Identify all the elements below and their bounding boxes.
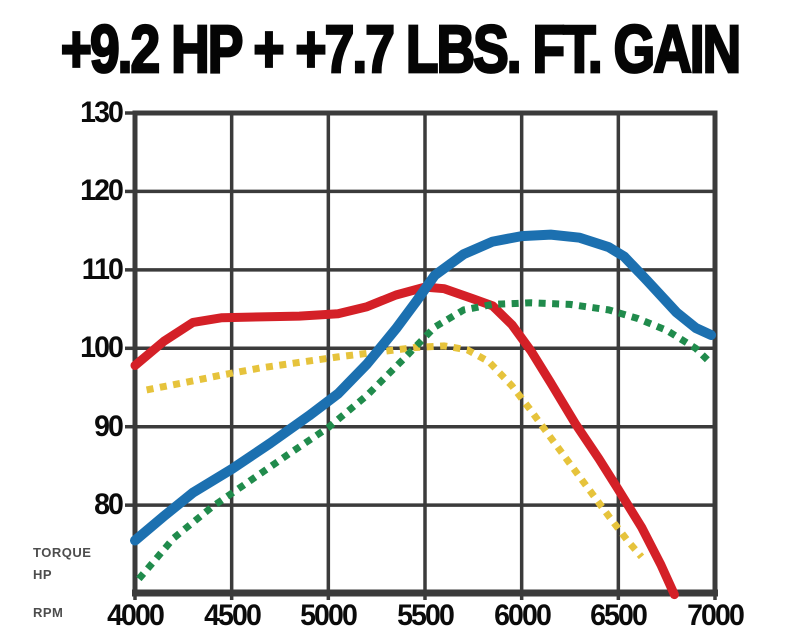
- x-tick-label-6000: 6000: [493, 599, 552, 632]
- y-tick-label-130: 130: [80, 96, 124, 129]
- x-tick-label-5500: 5500: [397, 599, 455, 632]
- curve-torque_before: [145, 342, 645, 560]
- torque-axis-label: TORQUE: [33, 545, 92, 560]
- x-tick-label-4500: 4500: [203, 599, 262, 632]
- rpm-axis-label: RPM: [33, 605, 64, 620]
- x-tick-label-7000: 7000: [687, 599, 745, 632]
- curve-torque_after: [130, 282, 679, 600]
- y-tick-label-100: 100: [80, 331, 124, 365]
- x-tick-label-6500: 6500: [590, 599, 648, 632]
- curve-hp_after: [130, 229, 717, 546]
- y-tick-label-80: 80: [94, 488, 124, 522]
- curve-hp_before: [136, 299, 712, 582]
- y-tick-label-120: 120: [80, 174, 124, 208]
- x-tick-label-4000: 4000: [107, 599, 165, 632]
- page-title: +9.2 HP + +7.7 LBS. FT. GAIN: [60, 10, 743, 88]
- y-tick-label-110: 110: [81, 252, 124, 286]
- x-tick-label-5000: 5000: [300, 599, 358, 632]
- hp-axis-label: HP: [33, 567, 53, 582]
- y-tick-label-90: 90: [94, 409, 124, 443]
